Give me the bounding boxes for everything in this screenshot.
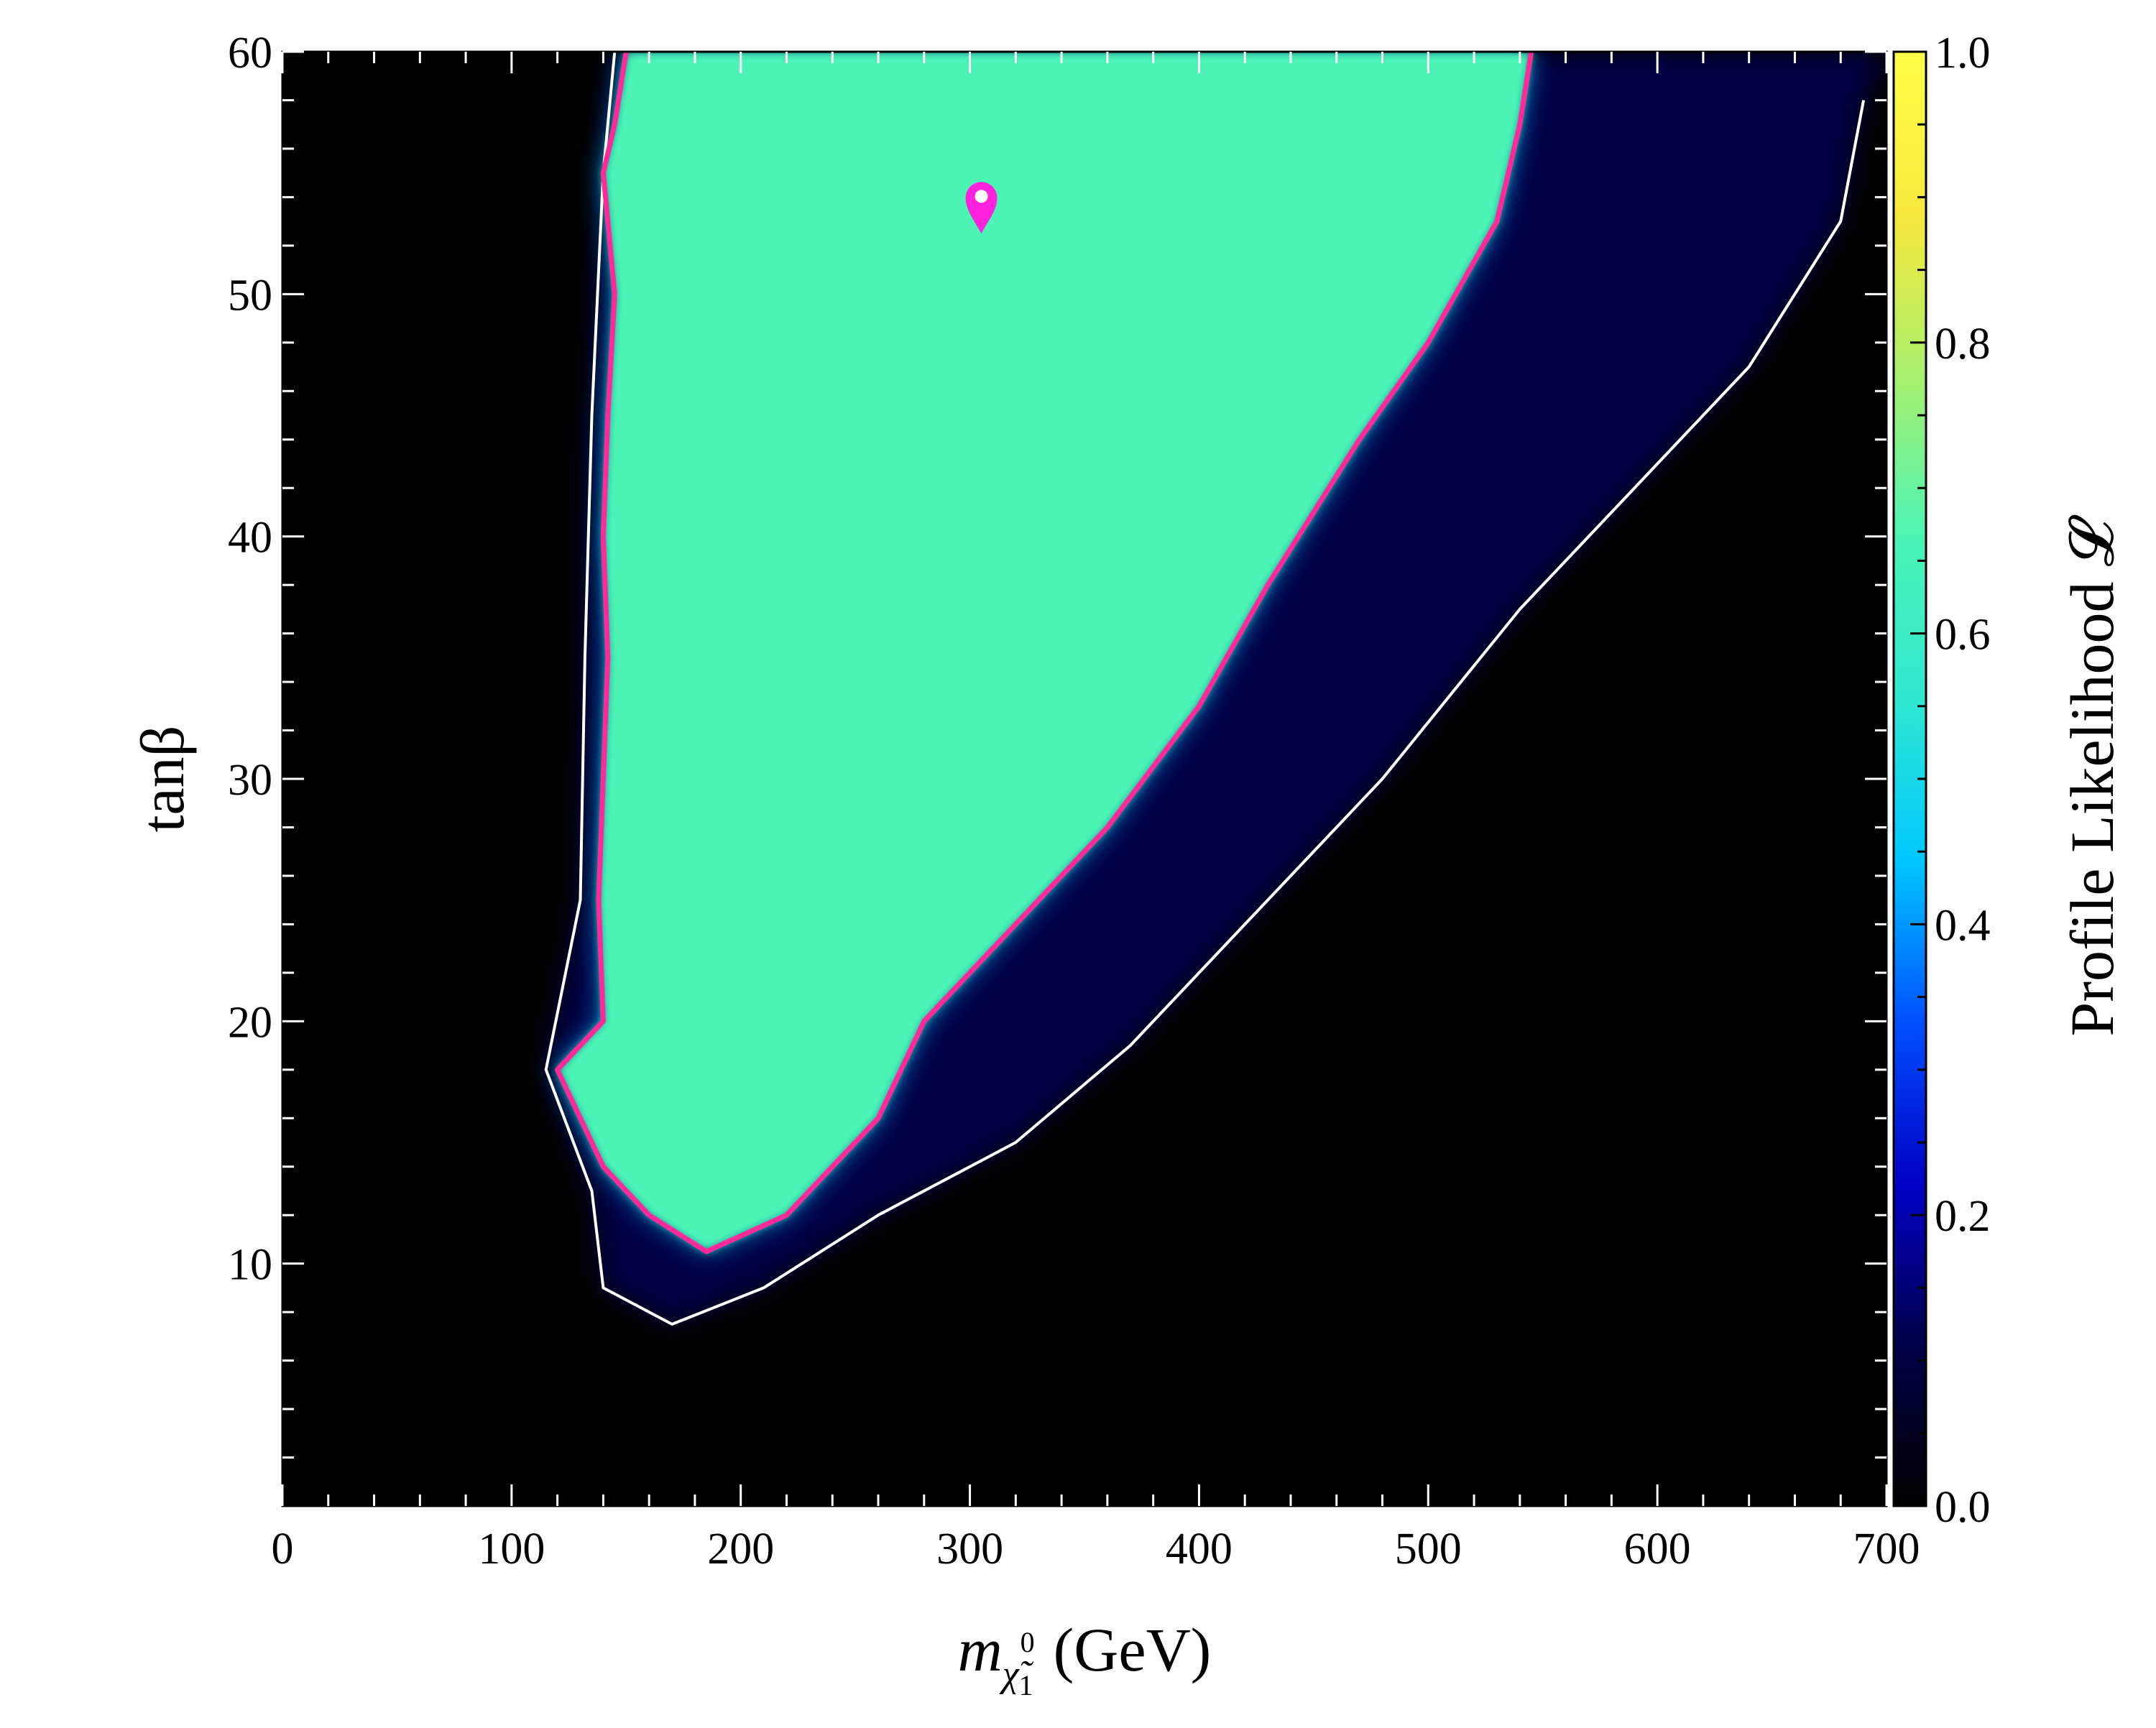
y-axis-title-text: tanβ: [128, 726, 197, 833]
x-tick-label: 300: [936, 1525, 1003, 1574]
y-tick-label: 10: [228, 1241, 272, 1290]
y-tick-label: 30: [228, 756, 272, 805]
colorbar-tick-label: 1.0: [1935, 29, 1991, 78]
colorbar-tick-label: 0.4: [1935, 901, 1991, 950]
colorbar-tick-label: 0.6: [1935, 611, 1991, 660]
x-axis-title: mχ̃10 (GeV): [958, 1615, 1212, 1701]
x-tick-label: 0: [272, 1525, 294, 1574]
y-tick-label: 60: [228, 29, 272, 78]
colorbar-title: Profile Likelihood 𝓛: [2058, 514, 2127, 1036]
colorbar-tick-label: 0.8: [1935, 320, 1991, 369]
best-fit-dot: [975, 190, 988, 203]
y-tick-label: 40: [228, 514, 272, 563]
x-tick-label: 200: [707, 1525, 774, 1574]
x-tick-label: 500: [1395, 1525, 1462, 1574]
x-axis-title-superscript: 0: [1021, 1626, 1035, 1658]
outer-contour-line: [544, 52, 1866, 1326]
high-likelihood-region: [557, 52, 1531, 1252]
colorbar-tick-label: 0.2: [1935, 1192, 1991, 1241]
colorbar-tick-label: 0.0: [1935, 1483, 1991, 1532]
x-axis-title-subscript-index: 1: [1019, 1669, 1033, 1701]
y-tick-label: 50: [228, 271, 272, 320]
y-tick-label: 20: [228, 998, 272, 1047]
best-fit-marker: [965, 182, 998, 234]
x-tick-label: 600: [1624, 1525, 1691, 1574]
best-fit-pin: [965, 182, 998, 234]
x-tick-label: 100: [478, 1525, 545, 1574]
x-tick-label: 400: [1166, 1525, 1233, 1574]
y-axis-title: tanβ: [128, 726, 197, 833]
x-axis-title-symbol: m: [958, 1615, 1003, 1684]
x-tick-label: 700: [1853, 1525, 1920, 1574]
inner-contour-line: [555, 52, 1534, 1255]
x-axis-title-unit: (GeV): [1054, 1615, 1212, 1684]
